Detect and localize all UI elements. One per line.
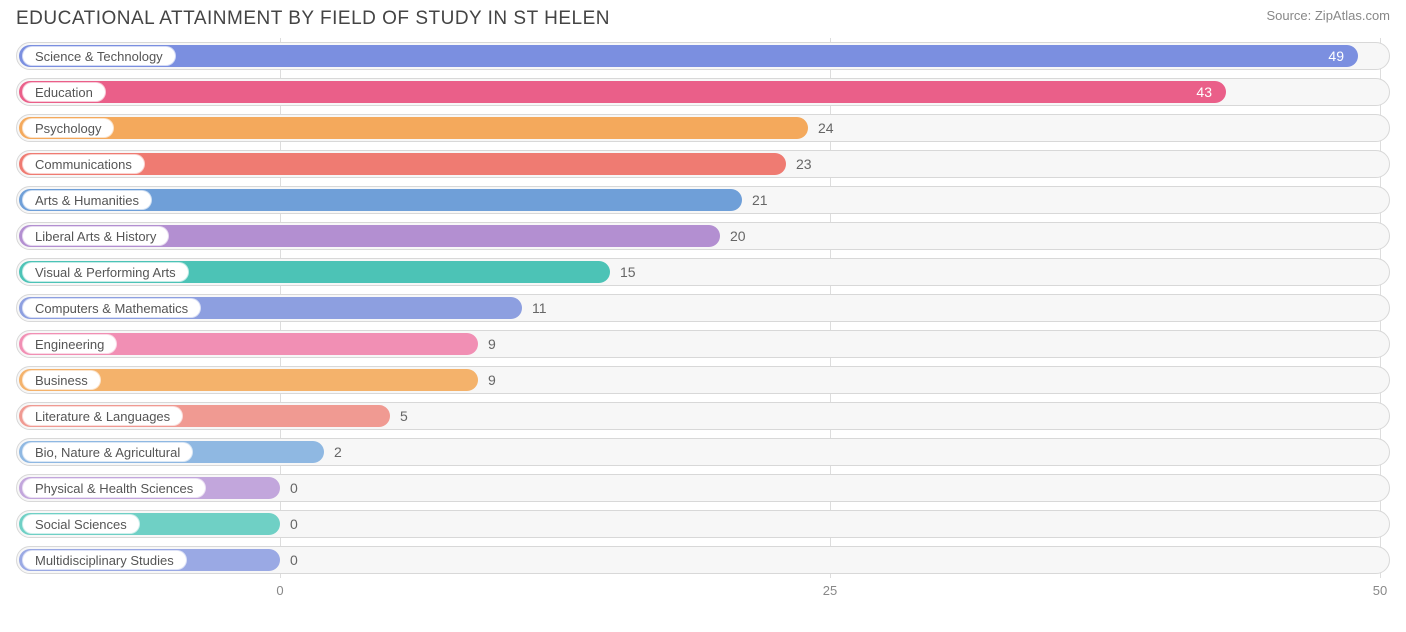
bar-row: Multidisciplinary Studies 0 bbox=[16, 546, 1390, 574]
bar-value: 20 bbox=[730, 222, 746, 250]
bar-fill bbox=[19, 45, 1358, 67]
category-pill: Social Sciences bbox=[22, 514, 140, 534]
category-pill: Computers & Mathematics bbox=[22, 298, 201, 318]
bar-row: Business 9 bbox=[16, 366, 1390, 394]
bar-value: 9 bbox=[488, 330, 496, 358]
category-pill: Physical & Health Sciences bbox=[22, 478, 206, 498]
category-pill: Arts & Humanities bbox=[22, 190, 152, 210]
x-tick-label: 25 bbox=[823, 583, 837, 598]
bar-value: 0 bbox=[290, 474, 298, 502]
bar-row: Social Sciences 0 bbox=[16, 510, 1390, 538]
category-pill: Visual & Performing Arts bbox=[22, 262, 189, 282]
bar-row: Communications 23 bbox=[16, 150, 1390, 178]
bar-value: 9 bbox=[488, 366, 496, 394]
bar-value: 0 bbox=[290, 546, 298, 574]
bar-value: 24 bbox=[818, 114, 834, 142]
category-pill: Psychology bbox=[22, 118, 114, 138]
category-pill: Business bbox=[22, 370, 101, 390]
bar-row: Psychology 24 bbox=[16, 114, 1390, 142]
chart-area: Science & Technology 49 Education 43 Psychol… bbox=[16, 38, 1390, 598]
category-pill: Liberal Arts & History bbox=[22, 226, 169, 246]
category-pill: Bio, Nature & Agricultural bbox=[22, 442, 193, 462]
bar-row: Computers & Mathematics 11 bbox=[16, 294, 1390, 322]
header: EDUCATIONAL ATTAINMENT BY FIELD OF STUDY… bbox=[16, 8, 1390, 36]
bar-value: 49 bbox=[1328, 42, 1344, 70]
chart-title: EDUCATIONAL ATTAINMENT BY FIELD OF STUDY… bbox=[16, 8, 610, 30]
bar-value: 15 bbox=[620, 258, 636, 286]
x-tick-label: 0 bbox=[276, 583, 283, 598]
bar-fill bbox=[19, 81, 1226, 103]
bar-value: 21 bbox=[752, 186, 768, 214]
x-tick-label: 50 bbox=[1373, 583, 1387, 598]
category-pill: Engineering bbox=[22, 334, 117, 354]
bar-value: 0 bbox=[290, 510, 298, 538]
category-pill: Education bbox=[22, 82, 106, 102]
category-pill: Communications bbox=[22, 154, 145, 174]
bar-row: Bio, Nature & Agricultural 2 bbox=[16, 438, 1390, 466]
bar-row: Physical & Health Sciences 0 bbox=[16, 474, 1390, 502]
bar-value: 11 bbox=[532, 294, 547, 322]
bar-value: 2 bbox=[334, 438, 342, 466]
bars-wrap: Science & Technology 49 Education 43 Psychol… bbox=[16, 38, 1390, 578]
bar-row: Liberal Arts & History 20 bbox=[16, 222, 1390, 250]
chart-container: EDUCATIONAL ATTAINMENT BY FIELD OF STUDY… bbox=[0, 0, 1406, 632]
bar-fill bbox=[19, 117, 808, 139]
category-pill: Multidisciplinary Studies bbox=[22, 550, 187, 570]
bar-value: 43 bbox=[1196, 78, 1212, 106]
bar-row: Engineering 9 bbox=[16, 330, 1390, 358]
bar-row: Literature & Languages 5 bbox=[16, 402, 1390, 430]
bar-value: 23 bbox=[796, 150, 812, 178]
category-pill: Science & Technology bbox=[22, 46, 176, 66]
bar-row: Arts & Humanities 21 bbox=[16, 186, 1390, 214]
bar-value: 5 bbox=[400, 402, 408, 430]
bar-row: Visual & Performing Arts 15 bbox=[16, 258, 1390, 286]
bar-row: Education 43 bbox=[16, 78, 1390, 106]
bar-row: Science & Technology 49 bbox=[16, 42, 1390, 70]
source-attribution: Source: ZipAtlas.com bbox=[1266, 8, 1390, 23]
x-axis: 0 25 50 bbox=[16, 578, 1390, 598]
category-pill: Literature & Languages bbox=[22, 406, 183, 426]
